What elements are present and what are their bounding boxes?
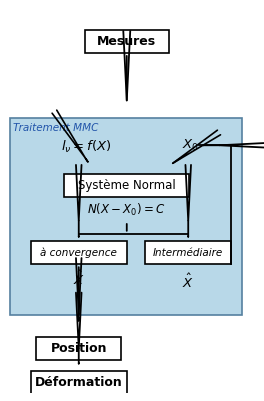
FancyBboxPatch shape bbox=[31, 241, 127, 264]
FancyBboxPatch shape bbox=[31, 371, 127, 394]
Text: Position: Position bbox=[50, 342, 107, 355]
FancyBboxPatch shape bbox=[36, 337, 121, 360]
Text: Déformation: Déformation bbox=[35, 376, 122, 389]
Text: Traitement MMC: Traitement MMC bbox=[13, 123, 99, 133]
FancyBboxPatch shape bbox=[10, 118, 242, 315]
FancyBboxPatch shape bbox=[64, 174, 189, 197]
Text: $\hat{X}$: $\hat{X}$ bbox=[73, 270, 85, 288]
Text: Intermédiaire: Intermédiaire bbox=[153, 248, 223, 258]
Text: à convergence: à convergence bbox=[40, 247, 117, 258]
Text: $\hat{X}$: $\hat{X}$ bbox=[182, 273, 194, 291]
FancyBboxPatch shape bbox=[84, 30, 169, 53]
FancyBboxPatch shape bbox=[145, 241, 232, 264]
Text: $l_\nu = f(X)$: $l_\nu = f(X)$ bbox=[61, 139, 112, 155]
Text: $N(X - X_0) = C$: $N(X - X_0) = C$ bbox=[87, 202, 166, 218]
Text: Système Normal: Système Normal bbox=[78, 179, 176, 192]
Text: Mesures: Mesures bbox=[97, 35, 156, 48]
Text: $X_0$: $X_0$ bbox=[182, 138, 199, 153]
